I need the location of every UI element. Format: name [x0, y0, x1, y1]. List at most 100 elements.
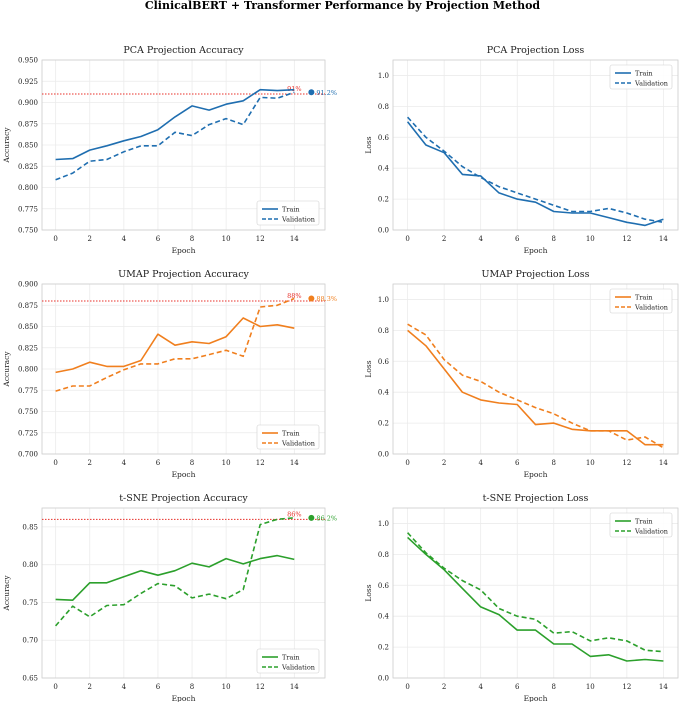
x-tick-label: 6: [156, 459, 161, 467]
y-tick-label: 0.6: [378, 582, 390, 590]
y-axis-label: Accuracy: [2, 351, 11, 388]
y-tick-label: 0.2: [378, 196, 389, 204]
x-tick-label: 8: [552, 459, 556, 467]
grid-lines: [42, 283, 325, 455]
legend-box: [609, 64, 673, 90]
y-axis-label: Loss: [364, 136, 373, 153]
x-tick-label: 4: [122, 235, 127, 243]
chart-title: PCA Projection Accuracy: [123, 45, 244, 56]
x-tick-label: 8: [552, 235, 556, 243]
series-line-validation: [55, 91, 295, 181]
figure-suptitle: ClinicalBERT + Transformer Performance b…: [145, 0, 541, 12]
series-line-validation: [55, 297, 295, 392]
y-tick-label: 0.6: [378, 134, 390, 142]
x-tick-label: 10: [222, 683, 231, 691]
chart-tsne-loss: t-SNE Projection Loss 0 2 4 6 8 10 12 14 0.0 0.2 0.…: [364, 493, 679, 702]
y-tick-label: 0.8: [378, 551, 389, 559]
x-tick-label: 6: [515, 683, 520, 691]
y-tick-label: 0.75: [22, 599, 38, 607]
x-tick-label: 14: [659, 459, 668, 467]
plot-frame: [41, 59, 326, 231]
chart-pca-acc: PCA Projection Accuracy 0 2 4 6 8 10 12 14 0.750 0…: [2, 45, 337, 255]
x-tick-label: 8: [190, 683, 194, 691]
y-tick-label: 0.0: [378, 675, 389, 683]
y-tick-label: 0.2: [378, 420, 389, 428]
series-line-validation: [407, 116, 664, 224]
y-tick-label: 0.950: [18, 57, 38, 65]
chart-title: PCA Projection Loss: [487, 45, 585, 56]
x-axis-label: Epoch: [172, 694, 196, 702]
y-axis-label: Accuracy: [2, 127, 11, 164]
y-tick-label: 0.0: [378, 451, 389, 459]
x-tick-label: 8: [552, 683, 556, 691]
series-line-validation: [407, 532, 664, 653]
legend: Train Validation: [609, 512, 673, 538]
x-tick-label: 14: [659, 235, 668, 243]
y-tick-label: 0.800: [18, 366, 38, 374]
y-tick-label: 0.800: [18, 184, 38, 192]
target-label: 88%: [287, 292, 301, 300]
x-tick-label: 6: [515, 235, 520, 243]
series-line-train: [406, 121, 664, 227]
y-tick-label: 0.925: [18, 78, 38, 86]
legend-label-validation: Validation: [634, 303, 668, 311]
series-line-train: [55, 88, 295, 161]
final-value-label: 86.2%: [316, 514, 337, 522]
y-tick-label: 0.700: [18, 451, 38, 459]
legend-label-train: Train: [635, 69, 653, 77]
series-line-train: [55, 317, 295, 374]
y-tick-label: 0.775: [18, 387, 38, 395]
x-tick-label: 10: [586, 235, 595, 243]
series-line-train: [407, 536, 664, 662]
legend-label-train: Train: [282, 653, 300, 661]
x-axis-label: Epoch: [172, 246, 196, 255]
x-tick-label: 10: [222, 459, 231, 467]
x-tick-label: 12: [256, 235, 265, 243]
chart-title: t-SNE Projection Accuracy: [119, 493, 248, 504]
x-tick-label: 0: [53, 459, 57, 467]
legend: Train Validation: [256, 424, 320, 450]
x-tick-label: 10: [222, 235, 231, 243]
x-tick-label: 4: [478, 235, 483, 243]
y-tick-label: 0.4: [378, 613, 390, 621]
series-line-train: [55, 554, 295, 602]
x-tick-label: 12: [622, 459, 631, 467]
x-axis-label: Epoch: [524, 246, 548, 255]
legend-label-train: Train: [282, 429, 300, 437]
chart-title: UMAP Projection Loss: [481, 269, 589, 280]
x-tick-label: 0: [53, 683, 57, 691]
target-label: 86%: [287, 510, 301, 518]
legend: Train Validation: [609, 64, 673, 90]
chart-title: t-SNE Projection Loss: [483, 493, 589, 504]
x-tick-label: 14: [290, 683, 299, 691]
x-tick-label: 10: [586, 459, 595, 467]
legend-box: [609, 512, 673, 538]
y-tick-label: 0.825: [18, 344, 38, 352]
x-tick-label: 12: [622, 683, 631, 691]
y-axis-label: Loss: [364, 360, 373, 377]
y-tick-label: 0.8: [378, 327, 389, 335]
y-tick-label: 1.0: [378, 72, 389, 80]
chart-tsne-acc: t-SNE Projection Accuracy 0 2 4 6 8 10 12 14 0.65…: [2, 493, 337, 702]
x-tick-label: 4: [478, 459, 483, 467]
plot-frame: [392, 507, 679, 679]
x-axis-label: Epoch: [524, 470, 548, 479]
x-tick-label: 4: [122, 683, 127, 691]
x-tick-label: 6: [156, 683, 161, 691]
plot-frame: [41, 507, 326, 679]
legend-label-train: Train: [635, 517, 653, 525]
legend-box: [256, 648, 320, 674]
y-tick-label: 0.0: [378, 227, 389, 235]
final-value-marker: [308, 295, 315, 302]
x-tick-label: 2: [442, 683, 446, 691]
x-tick-label: 2: [88, 683, 92, 691]
y-tick-label: 0.2: [378, 644, 389, 652]
y-tick-label: 0.850: [18, 323, 38, 331]
y-tick-label: 0.725: [18, 429, 38, 437]
y-tick-label: 1.0: [378, 296, 389, 304]
y-tick-label: 0.65: [22, 675, 38, 683]
chart-title: UMAP Projection Accuracy: [118, 269, 249, 280]
y-tick-label: 0.900: [18, 99, 38, 107]
plot-frame: [41, 283, 326, 455]
